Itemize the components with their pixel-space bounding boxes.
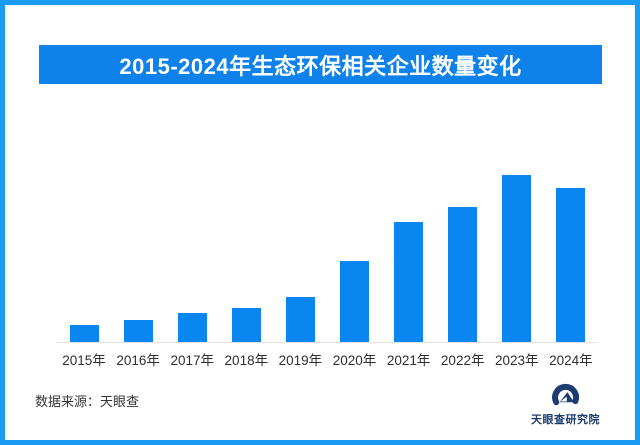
x-axis-label: 2020年 [332,353,377,368]
bar-group [273,175,327,342]
bar-2024 [556,188,586,342]
bar-group [382,175,436,342]
x-axis-label: 2023年 [495,353,539,368]
source-text: 数据来源：天眼查 [35,394,140,409]
bar-2023 [502,175,532,342]
bar-group [327,175,381,342]
bar-2021 [394,221,424,342]
x-axis-label: 2022年 [440,353,485,368]
bar-2020 [340,261,370,342]
bar-group [219,175,273,342]
bar-2018 [231,307,261,342]
tianyancha-logo-text: 天眼查研究院 [531,414,600,426]
bar-2017 [177,312,207,342]
bars-row [57,175,598,343]
tianyancha-logo-icon [551,383,579,406]
tianyancha-logo: 天眼查研究院 [531,379,600,427]
bar-2016 [123,320,153,342]
bar-2015 [69,325,99,342]
bar-2019 [285,297,315,342]
x-axis-labels: 2015年 2016年 2017年 2018年 2019年 2020年 2021年 2022年… [57,349,598,369]
x-axis-label: 2021年 [386,353,431,368]
bar-group [490,175,544,342]
x-axis-label: 2018年 [224,353,269,368]
x-axis-label: 2015年 [62,353,106,368]
chart-title: 2015-2024年生态环保相关企业数量变化 [119,53,522,79]
chart-title-banner: 2015-2024年生态环保相关企业数量变化 [39,45,602,84]
x-axis-label: 2024年 [549,353,593,368]
bar-group [165,175,219,342]
bar-chart: 2015年 2016年 2017年 2018年 2019年 2020年 2021年 2022年… [57,175,598,369]
x-axis-label: 2019年 [278,353,323,368]
bar-group [57,175,111,342]
bar-group [544,175,598,342]
bar-group [436,175,490,342]
x-axis-label: 2017年 [170,353,214,368]
x-axis-label: 2016年 [116,353,160,368]
bar-group [111,175,165,342]
bar-2022 [448,207,478,342]
